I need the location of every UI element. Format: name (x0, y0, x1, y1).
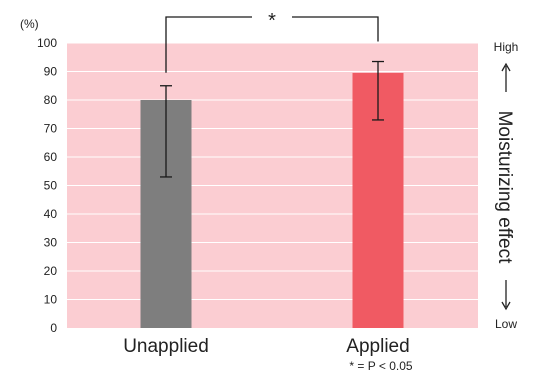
significance-footnote: * = P < 0.05 (349, 359, 412, 373)
significance-marker: * (268, 10, 276, 32)
y-tick-label: 40 (44, 207, 58, 221)
significance-bracket (165, 16, 379, 73)
y-tick-label: 90 (44, 65, 58, 79)
arrow-down-head (501, 301, 511, 311)
y-axis-unit-label: (%) (20, 17, 39, 31)
x-category-label: Applied (346, 336, 409, 357)
bracket-left (165, 16, 252, 73)
right-axis-low-label: Low (495, 317, 517, 331)
y-tick-label: 50 (44, 179, 58, 193)
error-bars (160, 60, 384, 178)
x-category-labels: Unapplied Applied (123, 336, 409, 357)
right-axis-title: Moisturizing effect (494, 111, 515, 264)
y-tick-label: 20 (44, 264, 58, 278)
y-tick-label: 0 (50, 321, 57, 335)
gridlines (67, 42, 478, 300)
arrow-up-head (501, 62, 511, 72)
y-tick-label: 70 (44, 122, 58, 136)
bars (140, 72, 404, 328)
bracket-right (292, 16, 379, 42)
x-category-label: Unapplied (123, 336, 209, 357)
right-axis-high-label: High (494, 40, 519, 54)
y-tick-label: 60 (44, 150, 58, 164)
y-tick-labels: 0 10 20 30 40 50 60 70 80 90 100 (37, 36, 57, 335)
y-tick-label: 10 (44, 293, 58, 307)
y-tick-label: 100 (37, 36, 57, 50)
y-tick-label: 30 (44, 236, 58, 250)
right-axis-arrow (501, 62, 511, 311)
y-tick-label: 80 (44, 93, 58, 107)
